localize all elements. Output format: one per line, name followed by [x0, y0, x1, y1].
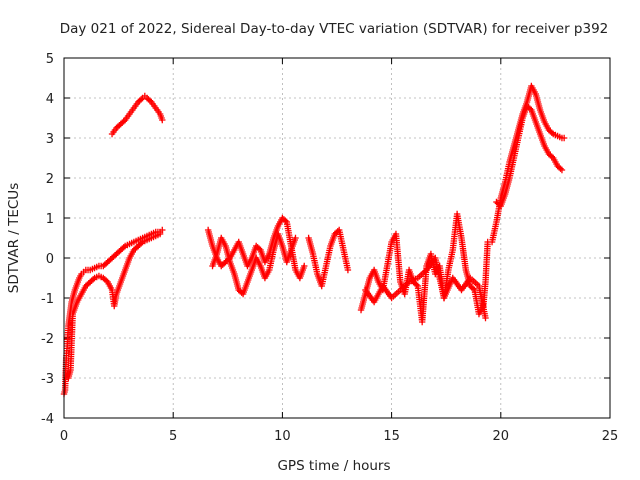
data-point-marker [413, 281, 420, 288]
data-point-marker [557, 165, 564, 172]
y-tick-label: 2 [46, 172, 54, 187]
data-point-marker [301, 262, 308, 270]
x-tick-label: 25 [602, 429, 619, 444]
y-tick-label: 0 [46, 252, 54, 267]
x-tick-label: 0 [60, 429, 68, 444]
data-point-marker [282, 217, 289, 224]
plot-frame [63, 57, 611, 419]
y-tick-label: 1 [46, 212, 54, 227]
data-point-marker [159, 116, 166, 124]
data-point-marker [548, 129, 555, 136]
data-point-marker [548, 153, 555, 160]
y-tick-label: 5 [46, 52, 54, 67]
series-mid-day-cluster-c [305, 226, 352, 290]
grid-layer [64, 58, 610, 418]
x-tick-label: 10 [274, 429, 291, 444]
data-point-marker [120, 118, 127, 125]
data-point-marker [156, 230, 164, 238]
series-upper-arc-early [108, 92, 166, 138]
x-tick-label: 5 [169, 429, 177, 444]
data-point-marker [137, 240, 145, 247]
data-point-marker [558, 166, 566, 174]
x-axis-label: GPS time / hours [277, 458, 390, 474]
data-point-marker [103, 277, 110, 284]
series-afternoon-lower [362, 254, 489, 322]
data-point-marker [292, 234, 299, 242]
y-tick-label: 4 [46, 92, 54, 107]
series-early-lower-branch [65, 230, 164, 382]
y-tick-label: -4 [41, 412, 54, 427]
data-point-marker [255, 245, 263, 252]
y-tick-label: 3 [46, 132, 54, 147]
data-point-marker [526, 105, 534, 112]
y-tick-label: -1 [41, 292, 54, 307]
y-tick-label: -2 [41, 332, 54, 347]
data-point-marker [159, 226, 166, 234]
data-point-marker [120, 244, 127, 251]
series-mid-day-cluster-b [209, 230, 299, 298]
data-point-marker [146, 97, 154, 104]
data-point-marker [560, 134, 568, 142]
series-early-climb [60, 226, 166, 398]
data-point-marker [482, 314, 489, 322]
tick-layer: 0 5 10 15 20 25 -4 -3 -2 -1 0 1 2 3 4 5 [41, 52, 618, 444]
data-point-marker [89, 276, 97, 283]
series-afternoon-cluster [357, 210, 491, 326]
chart-title: Day 021 of 2022, Sidereal Day-to-day VTE… [60, 21, 609, 37]
data-point-marker [137, 96, 145, 103]
data-point-marker [469, 285, 477, 292]
data-markers [60, 82, 568, 398]
y-axis-label: SDTVAR / TECUs [6, 183, 22, 293]
x-tick-label: 20 [493, 429, 510, 444]
data-point-marker [344, 266, 352, 274]
y-tick-label: -3 [41, 372, 54, 387]
series-late-surge-lower [493, 102, 566, 210]
x-tick-label: 15 [383, 429, 400, 444]
